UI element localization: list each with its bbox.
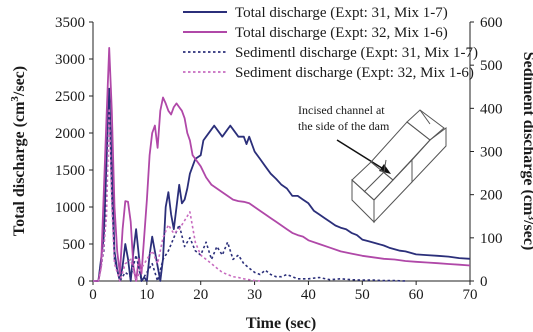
x-tick-label: 60 bbox=[409, 287, 424, 303]
x-axis-label: Time (sec) bbox=[246, 315, 316, 332]
annotation-line-1: Incised channel at bbox=[298, 103, 385, 117]
tick-group: 0 10 20 30 40 50 60 700500100015002000250030003… bbox=[55, 15, 503, 303]
y2-tick-label: 500 bbox=[480, 58, 503, 74]
y-axis-label: Total discharge (cm3/sec) bbox=[9, 66, 28, 236]
legend-label-2: Total discharge (Expt: 32, Mix 1-6) bbox=[235, 25, 448, 41]
legend-label-3: Sedimentl discharge (Expt: 31, Mix 1-7) bbox=[235, 45, 478, 61]
series-line-1 bbox=[93, 87, 471, 282]
series-layer bbox=[93, 47, 471, 282]
legend: Total discharge (Expt: 31, Mix 1-7) Total… bbox=[183, 5, 478, 81]
y2-tick-label: 200 bbox=[480, 188, 503, 204]
y-tick-label: 3000 bbox=[55, 52, 85, 68]
legend-label-4: Sediment discharge (Expt: 32, Mix 1-6) bbox=[235, 65, 474, 81]
x-tick-label: 50 bbox=[355, 287, 370, 303]
legend-label-1: Total discharge (Expt: 31, Mix 1-7) bbox=[235, 5, 448, 21]
x-tick-label: 10 bbox=[139, 287, 154, 303]
y2-tick-label: 400 bbox=[480, 101, 503, 117]
y2-tick-label: 0 bbox=[480, 274, 488, 290]
x-tick-label: 30 bbox=[247, 287, 262, 303]
y2-tick-label: 300 bbox=[480, 145, 503, 161]
y2-tick-label: 100 bbox=[480, 231, 503, 247]
dam-schematic-icon bbox=[351, 109, 447, 224]
y-tick-label: 2500 bbox=[55, 89, 85, 105]
series-line-2 bbox=[93, 47, 471, 282]
y-tick-label: 1500 bbox=[55, 163, 85, 179]
y2-tick-label: 600 bbox=[480, 15, 503, 31]
annotation-line-2: the side of the dam bbox=[298, 119, 390, 133]
x-tick-label: 0 bbox=[89, 287, 97, 303]
x-tick-label: 40 bbox=[301, 287, 316, 303]
y2-axis-label: Sediment discharge (cm³/sec) bbox=[520, 52, 533, 251]
x-tick-label: 70 bbox=[463, 287, 478, 303]
x-tick-label: 20 bbox=[193, 287, 208, 303]
y-tick-label: 3500 bbox=[55, 15, 85, 31]
y-tick-label: 500 bbox=[63, 237, 86, 253]
y-tick-label: 2000 bbox=[55, 126, 85, 142]
y-tick-label: 0 bbox=[78, 274, 86, 290]
y-tick-label: 1000 bbox=[55, 200, 85, 216]
annotation: Incised channel at the side of the dam bbox=[298, 103, 447, 224]
series-line-3 bbox=[93, 98, 406, 282]
